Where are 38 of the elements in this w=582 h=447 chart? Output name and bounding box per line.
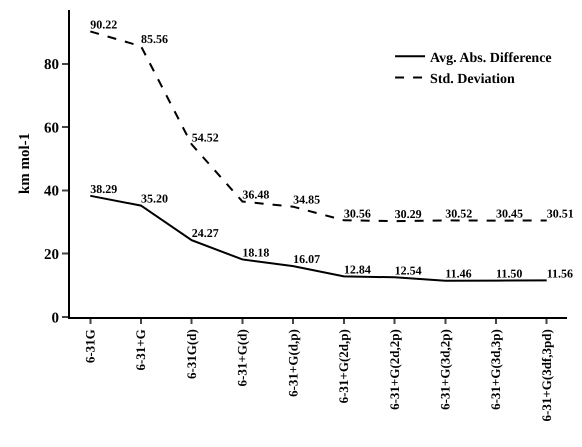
legend-label: Std. Deviation — [430, 72, 516, 87]
data-label: 24.27 — [192, 226, 219, 240]
x-tick-label: 6-31+G(3df,3pd) — [538, 329, 554, 422]
y-tick-label: 20 — [44, 246, 59, 263]
data-label: 11.50 — [496, 266, 522, 281]
x-tick-label: 6-31+G(3d,2p) — [438, 329, 453, 410]
data-label: 90.22 — [90, 17, 118, 32]
data-label: 12.54 — [394, 263, 422, 278]
y-tick-label: 0 — [52, 310, 59, 326]
y-tick-label: 60 — [44, 120, 59, 136]
y-tick-label: 40 — [44, 184, 59, 200]
data-label: 11.56 — [546, 266, 574, 280]
x-tick-label: 6-31+G(3d,3p) — [488, 329, 504, 410]
data-label: 12.84 — [344, 262, 371, 276]
data-label: 54.52 — [192, 130, 219, 144]
data-label: 36.48 — [242, 188, 270, 202]
y-tick-label: 80 — [44, 57, 59, 74]
data-label: 85.56 — [141, 32, 168, 46]
data-label: 35.20 — [141, 192, 168, 206]
legend-label: Avg. Abs. Difference — [430, 50, 552, 66]
x-tick-label: 6-31+G(2d,2p) — [386, 329, 402, 410]
data-label: 18.18 — [242, 245, 270, 260]
x-tick-label: 6-31G — [82, 329, 98, 364]
data-label: 16.07 — [293, 252, 320, 266]
data-label: 11.46 — [445, 266, 472, 281]
x-tick-label: 6-31G(d) — [184, 329, 199, 380]
y-axis-title: km mol-1 — [17, 132, 33, 194]
data-label: 30.52 — [445, 206, 472, 220]
data-label: 30.29 — [394, 207, 422, 222]
data-label: 34.85 — [293, 192, 320, 207]
x-tick-label: 6-31+G(d) — [234, 329, 250, 386]
x-tick-label: 6-31+G — [133, 329, 148, 371]
x-tick-label: 6-31+G(d,p) — [285, 329, 300, 397]
data-label: 30.51 — [546, 206, 574, 220]
data-label: 30.56 — [344, 206, 371, 220]
data-label: 30.45 — [496, 206, 523, 221]
data-label: 38.29 — [90, 182, 118, 196]
x-tick-label: 6-31+G(2d,p) — [336, 329, 352, 404]
